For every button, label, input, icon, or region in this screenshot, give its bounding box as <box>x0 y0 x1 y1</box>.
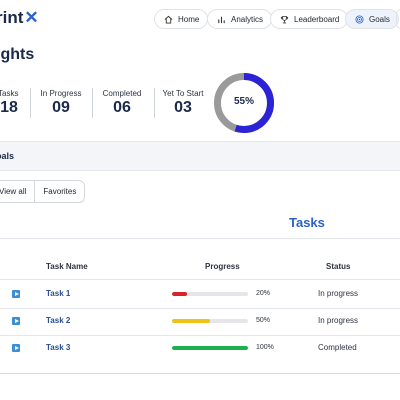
stat-tasks-label: Tasks <box>0 89 19 98</box>
donut-percent-label: 55% <box>233 96 254 107</box>
task-status: In progress <box>318 289 359 298</box>
stat-divider <box>92 88 93 118</box>
tasks-heading: Tasks <box>289 215 325 230</box>
stat-tasks-value: 18 <box>0 99 18 116</box>
target-icon <box>354 14 364 24</box>
stat-yet-to-start-label: Yet To Start <box>162 89 204 98</box>
progress-bar-track <box>172 292 248 296</box>
progress-bar-fill <box>172 346 248 350</box>
nav-goals-label: Goals <box>369 14 390 24</box>
logo-text: rint <box>0 8 24 27</box>
goals-title: oals <box>0 151 15 161</box>
app-logo[interactable]: rint✕ <box>0 8 39 28</box>
progress-donut: 55% <box>212 71 276 135</box>
row-play-icon[interactable] <box>12 290 20 298</box>
stat-in-progress-label: In Progress <box>40 89 82 98</box>
column-header-task-name: Task Name <box>46 262 88 271</box>
divider <box>0 238 400 239</box>
nav-leaderboard-label: Leaderboard <box>294 14 340 24</box>
table-divider <box>0 279 400 280</box>
home-icon <box>163 14 173 24</box>
stat-divider <box>154 88 155 118</box>
task-status: Completed <box>318 343 357 352</box>
task-name-link[interactable]: Task 3 <box>46 343 71 352</box>
filter-view-all-button[interactable]: View all <box>0 187 27 196</box>
task-name-link[interactable]: Task 1 <box>46 289 71 298</box>
stat-in-progress-value: 09 <box>52 99 70 116</box>
progress-bar-fill <box>172 319 210 323</box>
task-name-link[interactable]: Task 2 <box>46 316 71 325</box>
progress-percent: 50% <box>256 317 271 324</box>
row-play-icon[interactable] <box>12 344 20 352</box>
stat-yet-to-start-value: 03 <box>174 99 192 116</box>
progress-percent: 100% <box>256 344 274 351</box>
goals-section-bar <box>0 141 400 171</box>
bar-chart-icon <box>216 14 226 24</box>
nav-analytics-button[interactable]: Analytics <box>207 9 273 29</box>
progress-bar-track <box>172 346 248 350</box>
column-header-progress: Progress <box>205 262 240 271</box>
progress-bar-track <box>172 319 248 323</box>
logo-mark-icon: ✕ <box>24 8 39 27</box>
stat-divider <box>30 88 31 118</box>
task-status: In progress <box>318 316 359 325</box>
donut-fill <box>214 73 274 133</box>
progress-bar-fill <box>172 292 188 296</box>
nav-home-button[interactable]: Home <box>154 9 209 29</box>
stat-completed-label: Completed <box>102 89 142 98</box>
nav-analytics-label: Analytics <box>231 14 264 24</box>
row-divider <box>0 308 400 309</box>
nav-home-label: Home <box>178 14 200 24</box>
nav-leaderboard-button[interactable]: Leaderboard <box>270 9 349 29</box>
nav-goals-button[interactable]: Goals <box>345 9 399 29</box>
goals-filter-group: View all Favorites <box>0 180 86 203</box>
progress-percent: 20% <box>256 290 271 297</box>
trophy-icon <box>279 14 289 24</box>
stat-completed-value: 06 <box>113 99 131 116</box>
row-divider <box>0 335 400 336</box>
row-play-icon[interactable] <box>12 317 20 325</box>
filter-favorites-button[interactable]: Favorites <box>34 181 84 202</box>
insights-title: ights <box>0 46 35 63</box>
table-bottom-border <box>0 373 400 374</box>
column-header-status: Status <box>326 262 351 271</box>
nav-overflow-button[interactable] <box>396 9 400 29</box>
